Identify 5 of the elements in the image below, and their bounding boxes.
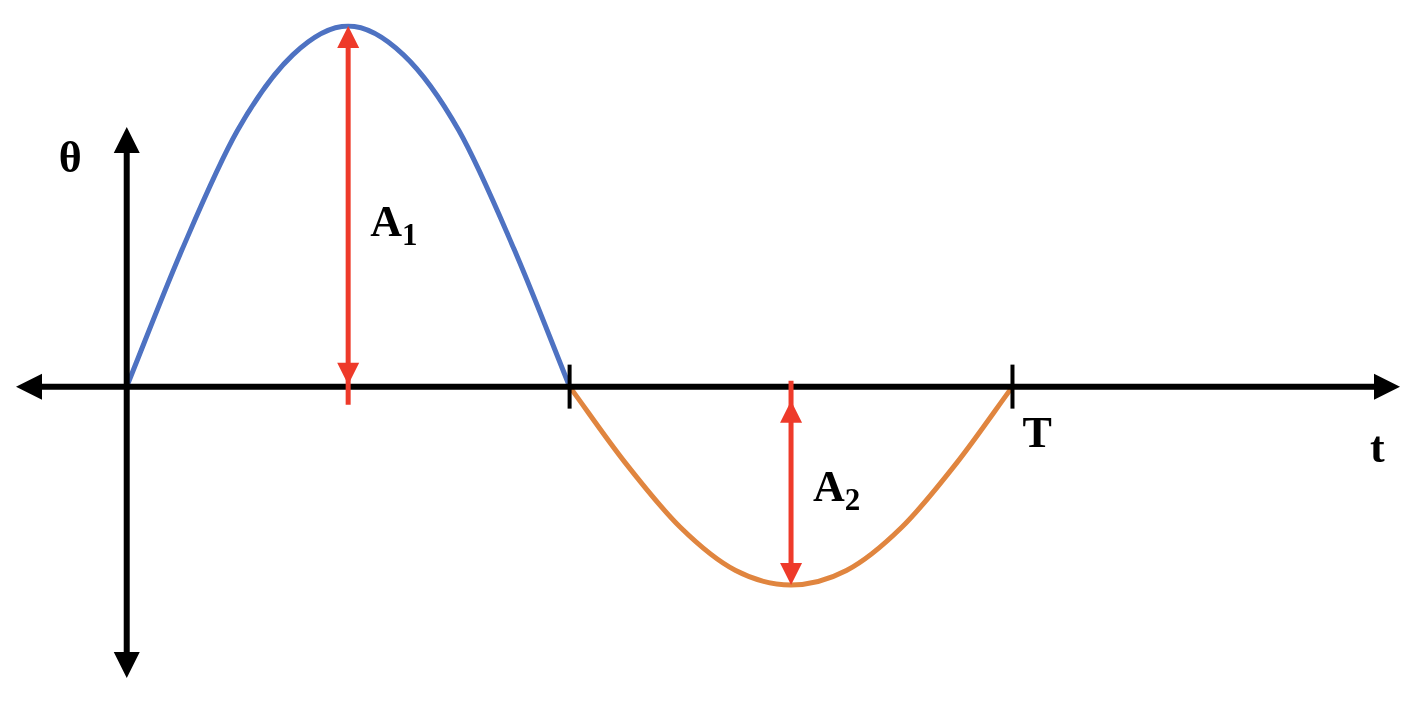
annotation: T [1022,407,1052,457]
annotation: A$_{2}$ [813,461,861,518]
annotation: A$_{1}$ [370,197,418,253]
x-axis-title: t [1370,422,1385,472]
y-axis-title: θ [58,132,82,182]
